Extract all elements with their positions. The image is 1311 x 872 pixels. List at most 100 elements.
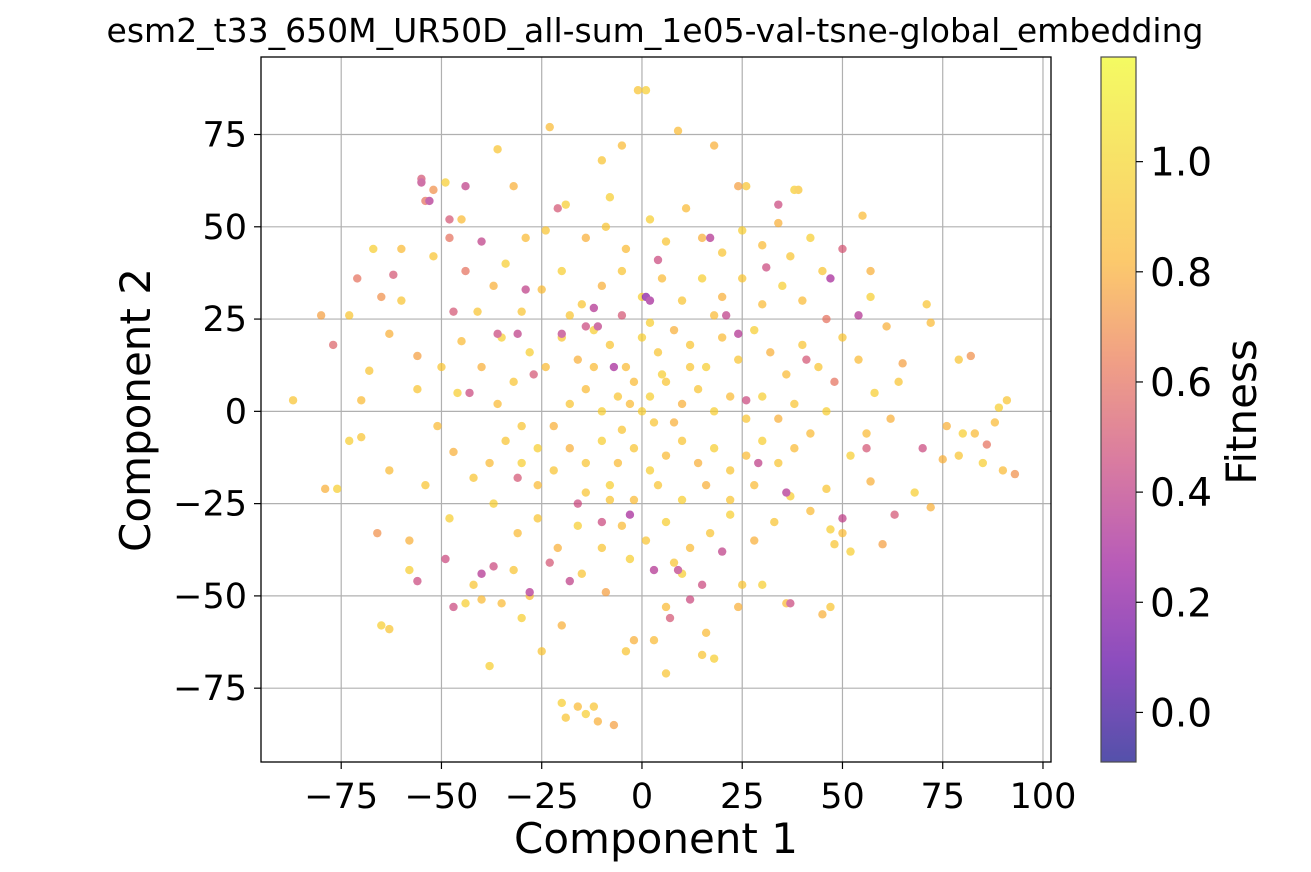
data-point <box>469 580 478 590</box>
data-point <box>288 396 298 405</box>
data-point <box>661 602 671 612</box>
data-point <box>705 233 715 243</box>
chart-title: esm2_t33_650M_UR50D_all-sum_1e05-val-tsn… <box>107 11 1204 50</box>
data-point <box>581 233 591 243</box>
data-point <box>625 510 635 519</box>
data-point <box>998 466 1008 475</box>
data-point <box>465 388 474 398</box>
data-point <box>738 226 747 235</box>
data-point <box>449 447 458 457</box>
data-point <box>485 661 494 671</box>
data-point <box>497 599 506 608</box>
data-point <box>621 647 631 656</box>
data-point <box>413 384 422 394</box>
data-point <box>557 621 566 630</box>
data-point <box>609 362 619 372</box>
data-point <box>605 193 615 202</box>
data-point <box>697 233 707 243</box>
data-point <box>750 325 759 335</box>
data-point <box>742 414 751 423</box>
data-point <box>593 322 603 331</box>
data-point <box>373 528 382 538</box>
data-point <box>982 440 992 449</box>
data-point <box>369 244 378 254</box>
data-point <box>922 300 931 309</box>
data-point <box>814 362 823 372</box>
data-point <box>529 370 538 379</box>
data-point <box>774 200 783 209</box>
data-point <box>798 296 807 305</box>
data-point <box>661 517 671 527</box>
data-point <box>717 547 727 556</box>
data-point <box>846 547 855 556</box>
data-point <box>517 458 526 468</box>
data-point <box>629 635 639 645</box>
data-point <box>838 528 847 538</box>
data-point <box>577 569 587 578</box>
x-tick-label: −50 <box>405 777 479 817</box>
data-point <box>734 329 743 339</box>
colorbar-tick-label: 1.0 <box>1150 141 1212 186</box>
colorbar-tick-label: 0.6 <box>1150 361 1212 406</box>
data-point <box>605 495 615 505</box>
data-point <box>549 466 558 475</box>
data-point <box>870 388 879 398</box>
data-point <box>661 377 671 387</box>
data-point <box>545 558 554 567</box>
grid-lines <box>261 57 1051 762</box>
data-point <box>862 429 871 438</box>
data-point <box>750 480 759 490</box>
data-point <box>457 337 466 346</box>
colorbar-tick-label: 0.0 <box>1150 691 1212 736</box>
data-point <box>345 311 354 320</box>
data-point <box>782 488 791 497</box>
data-point <box>328 340 338 350</box>
colorbar <box>1100 56 1137 763</box>
data-point <box>525 588 534 597</box>
data-point <box>838 244 847 254</box>
data-point <box>617 311 627 320</box>
y-tick-label: −75 <box>173 669 247 709</box>
data-point <box>489 499 498 508</box>
data-point <box>581 488 591 497</box>
data-point <box>1010 469 1020 479</box>
y-tick-label: 25 <box>202 300 247 340</box>
data-point <box>609 720 619 730</box>
data-point <box>774 458 783 468</box>
data-point <box>942 421 951 431</box>
data-point <box>545 122 554 132</box>
data-point <box>561 713 570 722</box>
data-point <box>637 407 647 416</box>
data-point <box>581 384 591 394</box>
data-point <box>958 429 967 438</box>
data-point <box>866 292 875 302</box>
data-point <box>778 281 787 291</box>
data-point <box>978 458 988 468</box>
data-point <box>770 517 779 527</box>
data-point <box>677 495 687 505</box>
data-point <box>918 444 927 453</box>
data-point <box>938 455 947 464</box>
data-point <box>517 307 526 316</box>
data-point <box>493 145 502 154</box>
data-point <box>725 466 735 475</box>
data-point <box>565 444 574 453</box>
data-point <box>685 362 695 372</box>
data-point <box>822 407 831 416</box>
data-point <box>645 296 655 305</box>
data-point <box>489 562 498 571</box>
x-tick-label: 0 <box>631 777 653 817</box>
data-point <box>621 244 631 254</box>
data-point <box>473 307 482 316</box>
data-point <box>357 432 366 442</box>
data-point <box>1002 396 1012 405</box>
data-point <box>533 480 542 490</box>
data-point <box>673 565 683 575</box>
data-point <box>493 329 502 339</box>
x-tick-label: 75 <box>920 777 965 817</box>
data-point <box>533 444 542 453</box>
data-point <box>617 141 627 150</box>
data-point <box>557 266 566 276</box>
data-point <box>549 421 558 431</box>
